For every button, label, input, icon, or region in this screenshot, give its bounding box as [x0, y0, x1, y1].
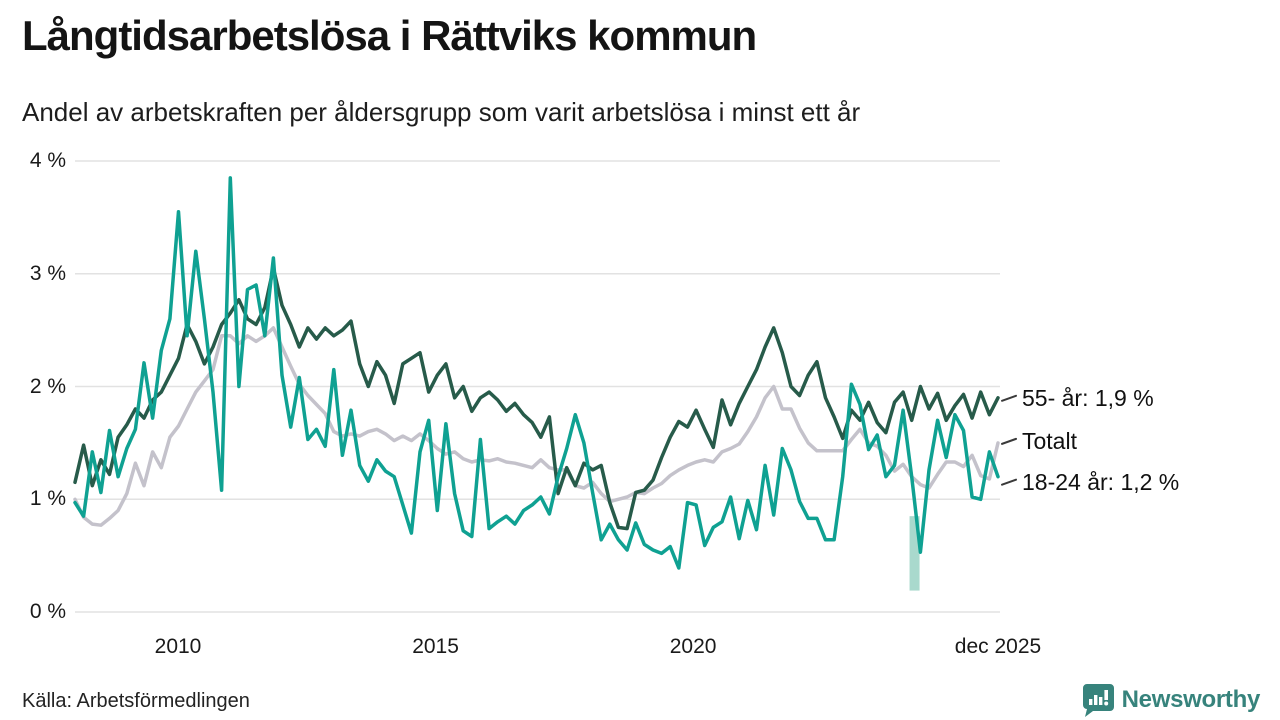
newsworthy-brand: Newsworthy — [1082, 683, 1260, 717]
speech-bubble-shape — [1082, 684, 1114, 717]
y-tick-label-0: 0 % — [29, 600, 66, 623]
legend-label-18-24-ar: 18-24 år: 1,2 % — [1022, 468, 1180, 495]
x-tick-label-dec-2025: dec 2025 — [954, 635, 1042, 658]
legend-tick-totalt — [1001, 437, 1017, 445]
highlight-band — [909, 516, 920, 591]
chart-subtitle: Andel av arbetskraften per åldersgrupp s… — [22, 97, 861, 127]
x-tick-label-2020: 2020 — [669, 635, 717, 658]
y-tick-label-4: 4 % — [29, 149, 66, 172]
newsworthy-wordmark: Newsworthy — [1121, 686, 1261, 713]
series-line-55-ar — [73, 266, 1000, 531]
series-line-18-24-ar — [73, 176, 1000, 570]
y-tick-label-2: 2 % — [29, 374, 66, 398]
legend-tick-55-ar — [1001, 394, 1017, 402]
legend-label-55-ar: 55- år: 1,9 % — [1022, 384, 1154, 411]
source-note: Källa: Arbetsförmedlingen — [22, 690, 250, 712]
x-tick-label-2010: 2010 — [154, 635, 202, 658]
legend-label-totalt: Totalt — [1022, 427, 1077, 454]
y-tick-label-3: 3 % — [29, 261, 66, 285]
y-tick-label-1: 1 % — [29, 487, 66, 511]
legend-tick-18-24-ar — [1001, 478, 1017, 486]
x-tick-label-2015: 2015 — [412, 635, 459, 658]
page-title: Långtidsarbetslösa i Rättviks kommun — [22, 12, 757, 59]
newsworthy-logo-icon — [1082, 684, 1114, 717]
